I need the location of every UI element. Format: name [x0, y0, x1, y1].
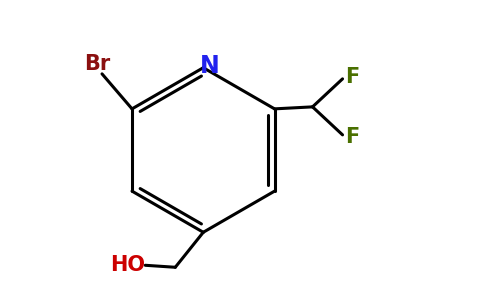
Text: N: N	[199, 54, 219, 78]
Text: F: F	[346, 127, 360, 147]
Text: HO: HO	[110, 255, 145, 275]
Text: F: F	[346, 67, 360, 87]
Text: Br: Br	[84, 54, 110, 74]
